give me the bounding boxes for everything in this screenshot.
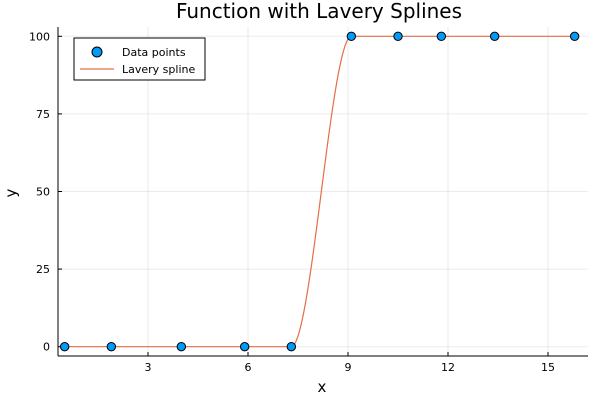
chart-title: Function with Lavery Splines [176,0,462,23]
data-point [239,341,250,352]
x-tick-label: 15 [541,361,555,374]
spline-series [64,35,575,348]
y-tick-label: 25 [36,263,50,276]
x-tick-label: 12 [441,361,455,374]
legend-label-data-points: Data points [122,46,186,59]
data-point [286,341,297,352]
data-point [569,31,580,42]
legend-label-spline: Lavery spline [122,63,195,76]
data-point [393,31,403,42]
data-point [436,31,447,42]
y-tick-label: 100 [29,30,50,43]
data-point [346,31,357,42]
data-point [176,341,187,352]
y-tick-label: 75 [36,108,50,121]
y-tick-label: 50 [36,186,50,199]
legend-marker-data-points [91,46,103,58]
legend: Data points Lavery spline [73,37,206,81]
points-series [59,31,580,352]
spline-line [64,35,575,348]
data-point [489,31,500,42]
y-axis-label: y [2,188,20,197]
data-point [59,341,70,352]
x-tick-label: 6 [245,361,252,374]
data-point [106,341,117,352]
x-axis-label: x [318,378,327,396]
legend-box [73,37,206,81]
x-tick-label: 3 [145,361,152,374]
ticks: 3 6 9 12 15 0 25 50 75 100 [29,30,555,374]
x-tick-label: 9 [345,361,352,374]
y-tick-label: 0 [43,341,50,354]
